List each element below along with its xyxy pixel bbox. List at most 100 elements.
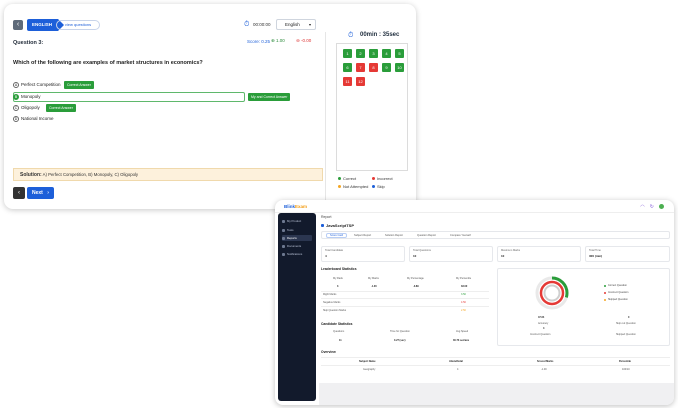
sidebar-item-notifications[interactable]: Notifications (282, 251, 312, 257)
report-subtitle: JavaScriptTSP (321, 223, 354, 228)
donut-legend-incorrect: Incorrect Question (604, 291, 628, 294)
tab-solution-report[interactable]: Solution Report (385, 234, 403, 237)
back-button[interactable]: ‹ (13, 20, 23, 30)
legend-dot (604, 284, 606, 287)
divider (321, 298, 489, 299)
stat-value: 10 (501, 254, 505, 258)
cand-value: 30.73 sec/ans (453, 339, 470, 342)
report-tabs: Score Card Subject Report Solution Repor… (321, 231, 670, 239)
ov-cell: -1.00 (541, 368, 547, 371)
sidebar: My Product Tests Reports Documents Notif… (278, 213, 316, 401)
logo-main: Blink (284, 204, 296, 209)
legend-not-attempted: Not Attempted (338, 184, 368, 189)
lb-header: My Rank (333, 277, 343, 280)
stat-label: Maximum Marks (501, 249, 521, 252)
option-b[interactable]: B Monopoly (13, 92, 41, 102)
legend-correct: Correct (338, 176, 356, 181)
header-icons: ◠↻ (640, 204, 664, 210)
language-select-value: English (285, 22, 300, 27)
palette-button[interactable]: 3 (369, 49, 378, 58)
skipped-label: Skipped Question (616, 333, 636, 336)
previous-button[interactable]: ‹ (13, 187, 25, 199)
option-a-tag: Correct Answer (64, 81, 94, 89)
lb-row-label: Right Marks (323, 293, 337, 296)
plus-marks-value: 1.00 (276, 38, 285, 43)
tab-score-card[interactable]: Score Card (326, 233, 348, 238)
sidebar-item-reports[interactable]: Reports (282, 235, 312, 241)
option-d-letter: D (13, 116, 19, 122)
stat-label: Total Questions (413, 249, 431, 252)
legend-label: Incorrect Question (608, 291, 629, 294)
solution-text: A) Perfect Competition, B) Monopoly, C) … (42, 172, 139, 177)
chevron-down-icon: ▾ (308, 22, 311, 27)
lb-row-value: 2.50 (461, 309, 466, 312)
selected-option-highlight (13, 92, 245, 102)
avatar[interactable] (659, 204, 664, 210)
solution-label: Solution: (20, 172, 42, 178)
legend-label: Incorrect (377, 176, 393, 181)
palette-button[interactable]: 5 (395, 49, 404, 58)
sidebar-item-my-product[interactable]: My Product (282, 218, 312, 224)
solution-box: Solution: A) Perfect Competition, B) Mon… (13, 168, 323, 181)
palette-button[interactable]: 10 (395, 63, 404, 72)
cand-header: Time for Question (390, 330, 410, 333)
question-title: Question 3: (13, 40, 44, 46)
option-c-text: Oligopoly (21, 105, 40, 110)
candidate-title: Candidate Statistics (321, 322, 353, 326)
stat-card: Total Time 300 (min) (585, 246, 670, 262)
lb-row-label: Skip Question Marks (323, 309, 347, 312)
lb-header: My Marks (368, 277, 379, 280)
palette-button[interactable]: 7 (356, 63, 365, 72)
option-a[interactable]: A Perfect Competition (13, 80, 61, 90)
panel-divider (325, 32, 326, 209)
stopwatch-icon: ⏱ (244, 21, 250, 28)
ov-header: Scored Marks (537, 360, 554, 363)
palette-button[interactable]: 2 (356, 49, 365, 58)
legend-dot (338, 177, 341, 180)
legend-incorrect: Incorrect (372, 176, 393, 181)
palette-button[interactable]: 1 (343, 49, 352, 58)
language-tab[interactable]: ENGLISH (27, 19, 65, 31)
sidebar-item-tests[interactable]: Tests (282, 227, 312, 233)
question-palette: 1 2 3 4 5 6 7 8 9 10 11 12 (336, 43, 408, 171)
palette-button[interactable]: 9 (382, 63, 391, 72)
next-button[interactable]: Next › (27, 187, 54, 199)
lb-header: My Percentage (407, 277, 424, 280)
logo-accent: Exam (295, 204, 308, 209)
palette-button[interactable]: 8 (369, 63, 378, 72)
ov-cell: 100/10 (622, 368, 630, 371)
lb-row-value: 4.50 (461, 301, 466, 304)
palette-button[interactable]: 4 (382, 49, 391, 58)
logo: BlinkExam (284, 204, 307, 209)
plus-marks: ⊕ 1.00 (271, 38, 285, 43)
ov-header: Attend/total (449, 360, 463, 363)
headset-icon[interactable]: ◠ (640, 204, 650, 210)
legend-label: Correct Question (608, 284, 627, 287)
option-b-letter: B (13, 94, 19, 100)
candidate-card: Candidate Statistics Questions Time for … (319, 320, 491, 348)
legend-skip: Skip (372, 184, 385, 189)
tab-subject-report[interactable]: Subject Report (354, 234, 372, 237)
donut-legend-correct: Correct Question (604, 284, 627, 287)
ov-cell: 4 (457, 368, 459, 371)
option-c[interactable]: C Oligopoly (13, 103, 40, 113)
palette-button[interactable]: 6 (343, 63, 352, 72)
incorrect-value: 4 (543, 327, 545, 330)
footer-bar (319, 383, 674, 405)
palette-button[interactable]: 12 (356, 77, 365, 86)
accuracy-donut-chart (535, 276, 569, 310)
legend-label: Correct (343, 176, 357, 181)
legend-label: Not Attempted (343, 184, 369, 189)
tab-question-report[interactable]: Question Report (417, 234, 436, 237)
divider (321, 306, 489, 307)
view-questions-button[interactable]: view questions (56, 20, 100, 30)
language-select[interactable]: English ▾ (276, 19, 316, 30)
refresh-icon[interactable]: ↻ (649, 204, 659, 210)
sidebar-item-documents[interactable]: Documents (282, 243, 312, 249)
palette-button[interactable]: 11 (343, 77, 352, 86)
option-a-text: Perfect Competition (21, 82, 61, 87)
timer-icon: ⏱ (348, 32, 354, 39)
option-d[interactable]: D National Income (13, 114, 54, 124)
stat-label: Total Time (589, 249, 601, 252)
tab-compare-yourself[interactable]: Compare Yourself (450, 234, 471, 237)
